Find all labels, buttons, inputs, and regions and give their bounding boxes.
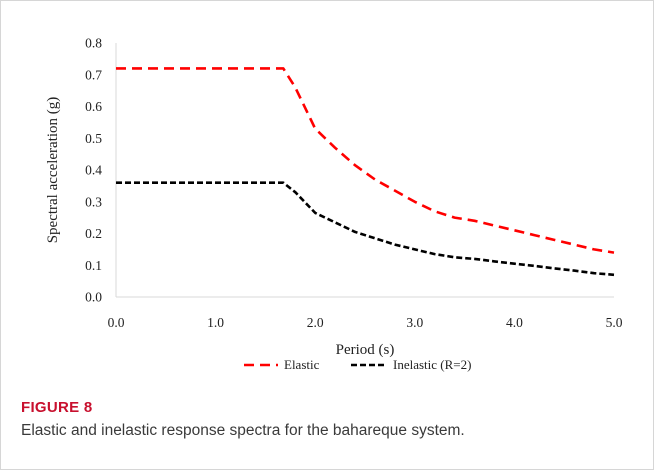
x-tick-label: 5.0 <box>606 315 623 330</box>
x-tick-label: 1.0 <box>207 315 224 330</box>
x-axis-title: Period (s) <box>336 342 395 358</box>
y-tick-label: 0.5 <box>85 131 102 146</box>
series-line-inelastic <box>116 181 615 277</box>
y-tick-label: 0.3 <box>85 194 102 209</box>
x-tick-label: 3.0 <box>406 315 423 330</box>
y-axis-title: Spectral acceleration (g) <box>45 97 61 244</box>
series-line-elastic <box>116 67 615 254</box>
legend-label-elastic: Elastic <box>284 357 320 372</box>
y-tick-label: 0.2 <box>85 226 102 241</box>
y-tick-label: 0.7 <box>85 67 102 82</box>
x-tick-label: 4.0 <box>506 315 523 330</box>
y-tick-label: 0.4 <box>85 163 102 178</box>
figure-caption: Elastic and inelastic response spectra f… <box>21 422 465 439</box>
y-tick-label: 0.1 <box>85 258 102 273</box>
legend-label-inelastic: Inelastic (R=2) <box>393 357 471 372</box>
plot-area: 0.0 0.1 0.2 0.3 0.4 0.5 0.6 0.7 0.8 0.0 1.0 2.0 3.0 4… <box>45 36 623 373</box>
response-spectra-chart: 0.0 0.1 0.2 0.3 0.4 0.5 0.6 0.7 0.8 0.0 1.0 2.0 3.0 4… <box>45 36 623 373</box>
figure-label: FIGURE 8 <box>21 399 93 416</box>
y-tick-label: 0.8 <box>85 36 102 51</box>
x-tick-label: 0.0 <box>108 315 125 330</box>
y-tick-label: 0.0 <box>85 290 102 305</box>
y-tick-label: 0.6 <box>85 99 102 114</box>
x-tick-label: 2.0 <box>307 315 324 330</box>
